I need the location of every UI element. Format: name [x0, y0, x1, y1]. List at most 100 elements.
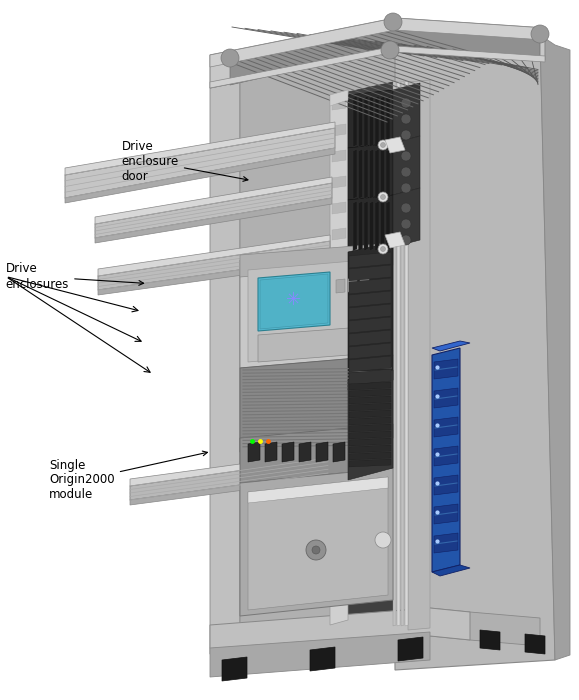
Polygon shape — [332, 280, 346, 292]
Polygon shape — [248, 258, 388, 362]
Polygon shape — [348, 82, 393, 630]
Polygon shape — [240, 424, 393, 483]
Polygon shape — [210, 18, 545, 88]
Polygon shape — [349, 431, 391, 439]
Polygon shape — [98, 235, 330, 276]
Polygon shape — [397, 81, 400, 626]
Polygon shape — [349, 417, 391, 425]
Circle shape — [384, 13, 402, 31]
Text: Drive
enclosures: Drive enclosures — [6, 262, 144, 290]
Polygon shape — [248, 477, 388, 610]
Polygon shape — [130, 458, 328, 500]
Polygon shape — [405, 81, 408, 626]
Polygon shape — [369, 149, 373, 199]
Polygon shape — [332, 566, 346, 578]
Polygon shape — [434, 417, 458, 437]
Polygon shape — [98, 241, 330, 290]
Polygon shape — [332, 358, 346, 370]
Polygon shape — [210, 608, 470, 654]
Circle shape — [378, 140, 388, 150]
Polygon shape — [95, 177, 332, 224]
Polygon shape — [375, 201, 379, 251]
Polygon shape — [130, 452, 328, 486]
Polygon shape — [350, 442, 362, 462]
Polygon shape — [299, 442, 311, 462]
Circle shape — [378, 192, 388, 202]
Polygon shape — [240, 243, 393, 277]
Polygon shape — [330, 90, 348, 106]
Polygon shape — [360, 277, 369, 291]
Circle shape — [531, 25, 549, 43]
Polygon shape — [332, 436, 346, 448]
Polygon shape — [393, 136, 420, 195]
Polygon shape — [332, 540, 346, 552]
Polygon shape — [98, 257, 330, 295]
Polygon shape — [349, 403, 391, 411]
Polygon shape — [385, 137, 405, 153]
Polygon shape — [358, 96, 362, 147]
Text: Drive
enclosure
door: Drive enclosure door — [122, 140, 248, 183]
Polygon shape — [332, 514, 346, 526]
Polygon shape — [95, 183, 332, 238]
Circle shape — [380, 246, 386, 251]
Polygon shape — [260, 274, 328, 329]
Polygon shape — [332, 488, 346, 500]
Polygon shape — [349, 343, 391, 359]
Polygon shape — [332, 98, 346, 110]
Polygon shape — [525, 634, 545, 654]
Polygon shape — [349, 317, 391, 333]
Circle shape — [401, 130, 411, 140]
Polygon shape — [349, 459, 391, 467]
Polygon shape — [332, 384, 346, 396]
Polygon shape — [349, 396, 391, 404]
Circle shape — [221, 49, 239, 67]
Polygon shape — [434, 359, 458, 379]
Polygon shape — [375, 149, 379, 199]
Polygon shape — [434, 475, 458, 495]
Polygon shape — [386, 149, 390, 199]
Polygon shape — [316, 442, 328, 462]
Text: Single
Origin2000
module: Single Origin2000 module — [49, 451, 207, 501]
Polygon shape — [380, 96, 384, 147]
Circle shape — [401, 183, 411, 193]
Polygon shape — [358, 201, 362, 251]
Polygon shape — [336, 279, 345, 293]
Polygon shape — [349, 445, 391, 453]
Polygon shape — [393, 188, 420, 247]
Polygon shape — [332, 410, 346, 422]
Polygon shape — [349, 452, 391, 460]
Polygon shape — [333, 442, 345, 462]
Polygon shape — [401, 81, 404, 626]
Polygon shape — [349, 330, 391, 346]
Circle shape — [401, 219, 411, 229]
Polygon shape — [349, 252, 391, 268]
Polygon shape — [353, 96, 357, 147]
Polygon shape — [367, 442, 379, 462]
Polygon shape — [349, 278, 391, 294]
Polygon shape — [480, 630, 500, 650]
Polygon shape — [432, 565, 470, 576]
Circle shape — [306, 540, 326, 560]
Polygon shape — [369, 96, 373, 147]
Polygon shape — [398, 637, 423, 661]
Polygon shape — [65, 128, 335, 198]
Circle shape — [401, 98, 411, 108]
Polygon shape — [130, 473, 328, 505]
Polygon shape — [332, 150, 346, 162]
Polygon shape — [434, 446, 458, 466]
Polygon shape — [210, 18, 545, 67]
Polygon shape — [386, 201, 390, 251]
Circle shape — [375, 532, 391, 548]
Polygon shape — [348, 242, 393, 390]
Polygon shape — [364, 149, 368, 199]
Polygon shape — [210, 632, 430, 677]
Polygon shape — [332, 202, 346, 214]
Polygon shape — [434, 533, 458, 553]
Polygon shape — [240, 50, 395, 640]
Polygon shape — [349, 304, 391, 320]
Polygon shape — [353, 201, 357, 251]
Polygon shape — [358, 149, 362, 199]
Polygon shape — [369, 201, 373, 251]
Text: ✳: ✳ — [287, 291, 302, 309]
Polygon shape — [240, 468, 393, 616]
